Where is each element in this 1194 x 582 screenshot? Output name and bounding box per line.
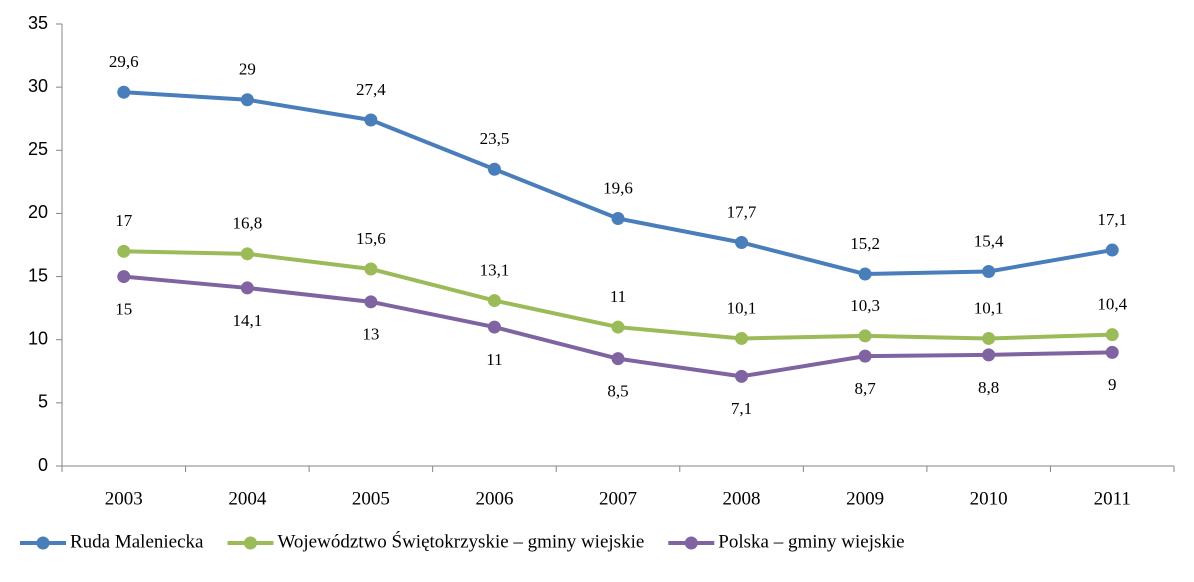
data-label: 15,6: [356, 229, 386, 248]
series-marker: [858, 349, 872, 363]
y-tick-label: 5: [38, 392, 48, 412]
x-tick-label: 2004: [228, 488, 267, 509]
x-tick-label: 2011: [1094, 488, 1131, 509]
series-marker: [487, 320, 501, 334]
data-label: 13: [362, 325, 379, 344]
series-marker: [982, 348, 996, 362]
series-marker: [240, 281, 254, 295]
series-marker: [735, 235, 749, 249]
data-label: 23,5: [480, 129, 510, 148]
data-label: 13,1: [480, 260, 510, 279]
data-label: 19,6: [603, 178, 633, 197]
data-label: 10,3: [850, 296, 880, 315]
series-marker: [364, 295, 378, 309]
series-marker: [364, 113, 378, 127]
series-marker: [487, 162, 501, 176]
legend-label: Województwo Świętokrzyskie – gminy wiejs…: [277, 530, 644, 552]
y-tick-label: 25: [28, 139, 48, 159]
series-marker: [982, 331, 996, 345]
x-tick-label: 2008: [723, 488, 761, 509]
data-label: 10,1: [974, 298, 1004, 317]
y-tick-label: 30: [28, 76, 48, 96]
x-tick-label: 2006: [475, 488, 513, 509]
y-tick-label: 10: [28, 328, 48, 348]
data-label: 27,4: [356, 80, 386, 99]
y-tick-label: 15: [28, 265, 48, 285]
y-tick-label: 0: [38, 455, 48, 475]
series-marker: [1105, 345, 1119, 359]
data-label: 7,1: [731, 399, 752, 418]
series-marker: [487, 294, 501, 308]
data-label: 10,4: [1097, 295, 1127, 314]
data-label: 15,2: [850, 234, 880, 253]
x-tick-label: 2009: [846, 488, 884, 509]
data-label: 29,6: [109, 52, 139, 71]
series-marker: [117, 244, 131, 258]
series-marker: [1105, 328, 1119, 342]
data-label: 10,1: [727, 298, 757, 317]
series-marker: [611, 211, 625, 225]
data-label: 11: [486, 350, 502, 369]
series-marker: [982, 265, 996, 279]
data-label: 15: [115, 299, 132, 318]
series-marker: [611, 320, 625, 334]
data-label: 14,1: [232, 311, 262, 330]
series-marker: [240, 247, 254, 261]
legend-marker: [36, 536, 50, 550]
series-marker: [858, 267, 872, 281]
y-tick-label: 35: [28, 13, 48, 33]
series-marker: [611, 352, 625, 366]
x-tick-label: 2010: [970, 488, 1008, 509]
series-marker: [735, 331, 749, 345]
x-tick-label: 2007: [599, 488, 637, 509]
series-marker: [117, 270, 131, 284]
series-marker: [364, 262, 378, 276]
data-label: 17: [115, 211, 133, 230]
data-label: 9: [1108, 375, 1117, 394]
series-marker: [1105, 243, 1119, 257]
data-label: 8,8: [978, 378, 999, 397]
data-label: 8,5: [607, 382, 628, 401]
data-label: 15,4: [974, 231, 1004, 250]
legend-label: Polska – gminy wiejskie: [718, 531, 904, 552]
series-marker: [240, 93, 254, 107]
legend-marker: [684, 536, 698, 550]
legend-label: Ruda Maleniecka: [70, 531, 204, 552]
data-label: 17,7: [727, 202, 757, 221]
x-tick-label: 2005: [352, 488, 390, 509]
data-label: 17,1: [1097, 210, 1127, 229]
data-label: 29: [239, 60, 256, 79]
data-label: 8,7: [854, 379, 876, 398]
data-label: 16,8: [232, 214, 262, 233]
series-marker: [117, 85, 131, 99]
x-tick-label: 2003: [105, 488, 143, 509]
data-label: 11: [610, 287, 626, 306]
legend-marker: [243, 536, 257, 550]
series-marker: [858, 329, 872, 343]
series-marker: [735, 369, 749, 383]
y-tick-label: 20: [28, 202, 48, 222]
